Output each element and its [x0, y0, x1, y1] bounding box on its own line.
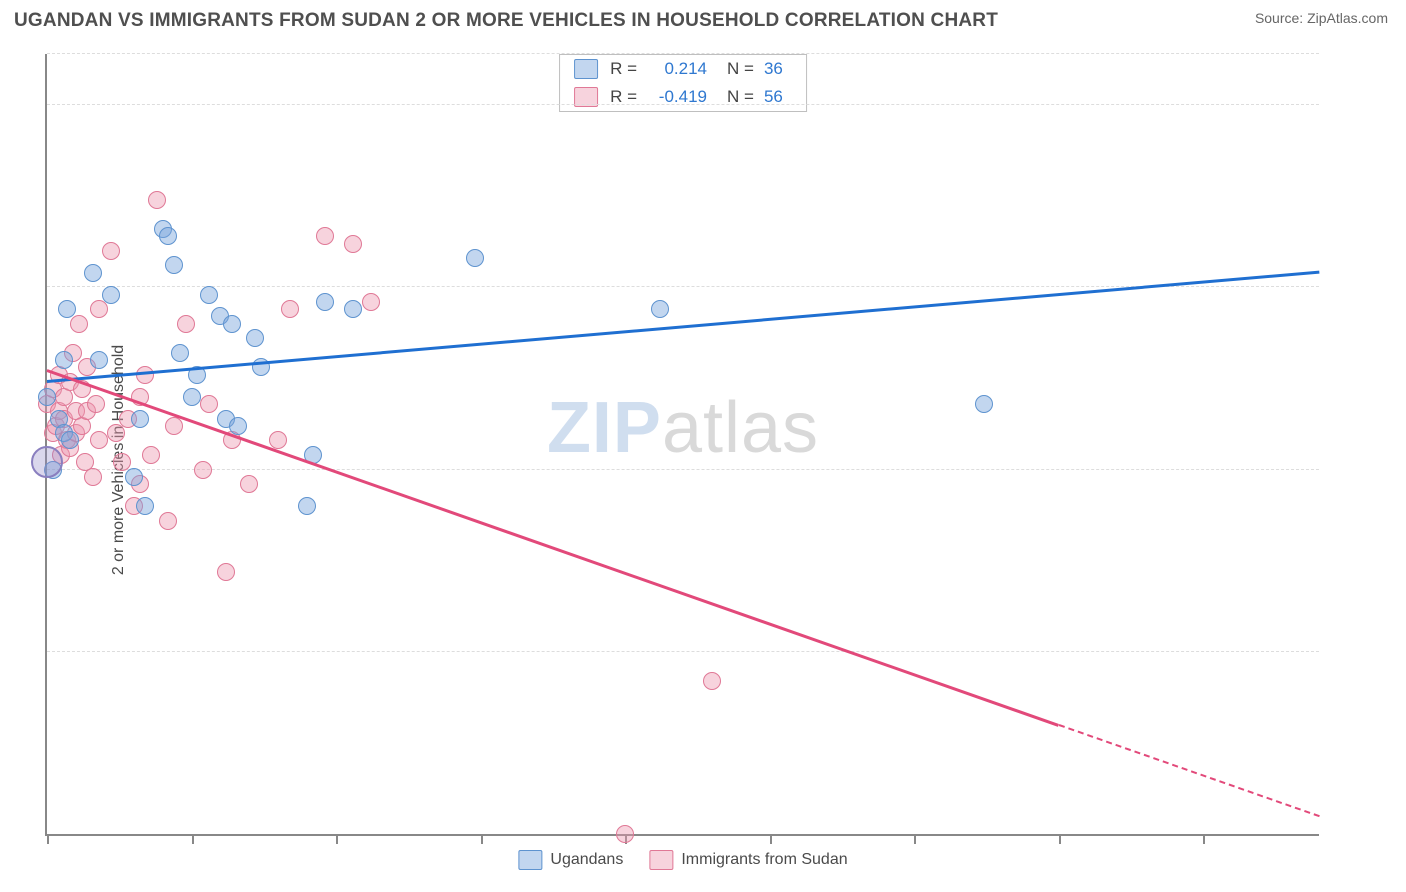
- series-a-point: [975, 395, 993, 413]
- watermark: ZIPatlas: [547, 387, 819, 469]
- series-a-point: [102, 286, 120, 304]
- series-b-point: [102, 242, 120, 260]
- series-a-point: [61, 431, 79, 449]
- stats-r-value: 0.214: [647, 59, 707, 79]
- series-b-point: [344, 235, 362, 253]
- series-a-point: [136, 497, 154, 515]
- series-b-point: [107, 424, 125, 442]
- series-a-point: [90, 351, 108, 369]
- series-a-point: [200, 286, 218, 304]
- series-b-point: [200, 395, 218, 413]
- series-a-big-point: [31, 446, 63, 478]
- stats-row: R = 0.214 N = 36: [560, 55, 806, 83]
- x-tick: [481, 834, 483, 844]
- stats-row: R =-0.419N =56: [560, 83, 806, 111]
- series-b-point: [177, 315, 195, 333]
- trend-b-dashed: [1058, 724, 1319, 817]
- legend-label: Immigrants from Sudan: [681, 851, 847, 869]
- series-b-point: [87, 395, 105, 413]
- stats-n-label: N =: [727, 59, 754, 79]
- watermark-zip: ZIP: [547, 388, 662, 468]
- chart-header: UGANDAN VS IMMIGRANTS FROM SUDAN 2 OR MO…: [0, 0, 1406, 36]
- series-a-point: [298, 497, 316, 515]
- series-b-point: [616, 825, 634, 843]
- x-tick: [914, 834, 916, 844]
- chart-area: 2 or more Vehicles in Household ZIPatlas…: [0, 36, 1406, 884]
- gridline: [47, 53, 1319, 54]
- series-a-point: [84, 264, 102, 282]
- series-b-point: [70, 315, 88, 333]
- series-a-point: [58, 300, 76, 318]
- series-b-point: [316, 227, 334, 245]
- series-b-point: [84, 468, 102, 486]
- series-a-point: [246, 329, 264, 347]
- series-b-point: [136, 366, 154, 384]
- series-legend: Ugandans Immigrants from Sudan: [518, 850, 847, 870]
- legend-item: Immigrants from Sudan: [649, 850, 847, 870]
- x-tick: [770, 834, 772, 844]
- x-tick: [336, 834, 338, 844]
- series-b-point: [165, 417, 183, 435]
- gridline: [47, 104, 1319, 105]
- stats-swatch: [574, 59, 598, 79]
- series-b-point: [269, 431, 287, 449]
- x-tick: [192, 834, 194, 844]
- series-a-point: [344, 300, 362, 318]
- series-a-point: [466, 249, 484, 267]
- gridline: [47, 651, 1319, 652]
- stats-r-label: R =: [610, 59, 637, 79]
- legend-label: Ugandans: [550, 851, 623, 869]
- series-b-point: [90, 300, 108, 318]
- series-a-point: [55, 351, 73, 369]
- series-a-point: [223, 315, 241, 333]
- legend-swatch: [649, 850, 673, 870]
- series-b-point: [142, 446, 160, 464]
- legend-swatch: [518, 850, 542, 870]
- trend-b: [47, 369, 1060, 726]
- series-b-point: [90, 431, 108, 449]
- x-tick: [1203, 834, 1205, 844]
- series-a-point: [131, 410, 149, 428]
- series-a-point: [159, 227, 177, 245]
- x-tick: [1059, 834, 1061, 844]
- series-b-point: [159, 512, 177, 530]
- stats-n-value: 36: [764, 59, 792, 79]
- series-a-point: [316, 293, 334, 311]
- series-a-point: [229, 417, 247, 435]
- gridline: [47, 469, 1319, 470]
- chart-title: UGANDAN VS IMMIGRANTS FROM SUDAN 2 OR MO…: [14, 10, 998, 32]
- x-tick: [47, 834, 49, 844]
- series-b-point: [703, 672, 721, 690]
- series-a-point: [38, 388, 56, 406]
- series-b-point: [281, 300, 299, 318]
- series-a-point: [125, 468, 143, 486]
- legend-item: Ugandans: [518, 850, 623, 870]
- series-b-point: [240, 475, 258, 493]
- watermark-atlas: atlas: [662, 388, 819, 468]
- series-b-point: [148, 191, 166, 209]
- series-a-point: [171, 344, 189, 362]
- series-a-point: [651, 300, 669, 318]
- series-b-point: [362, 293, 380, 311]
- series-a-point: [183, 388, 201, 406]
- series-b-point: [217, 563, 235, 581]
- chart-source: Source: ZipAtlas.com: [1255, 10, 1388, 26]
- plot-region: ZIPatlas R =0.214N =36R =-0.419N =56 Uga…: [45, 54, 1319, 836]
- series-b-point: [194, 461, 212, 479]
- series-a-point: [165, 256, 183, 274]
